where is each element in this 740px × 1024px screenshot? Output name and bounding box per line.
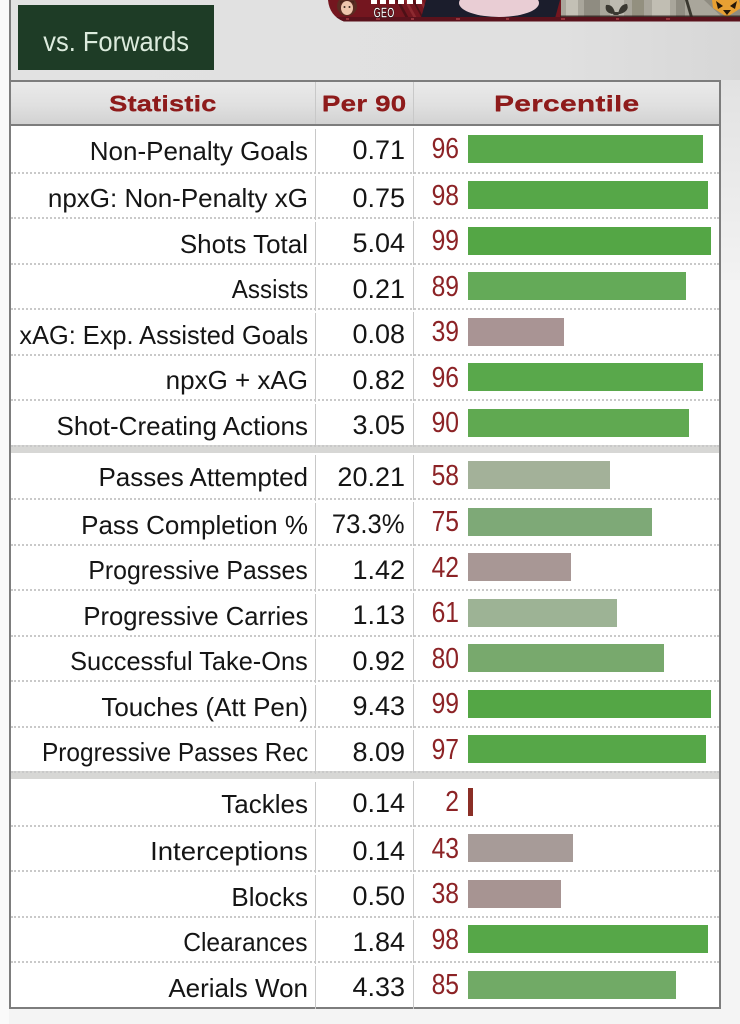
svg-text:GEO: GEO — [374, 4, 395, 21]
